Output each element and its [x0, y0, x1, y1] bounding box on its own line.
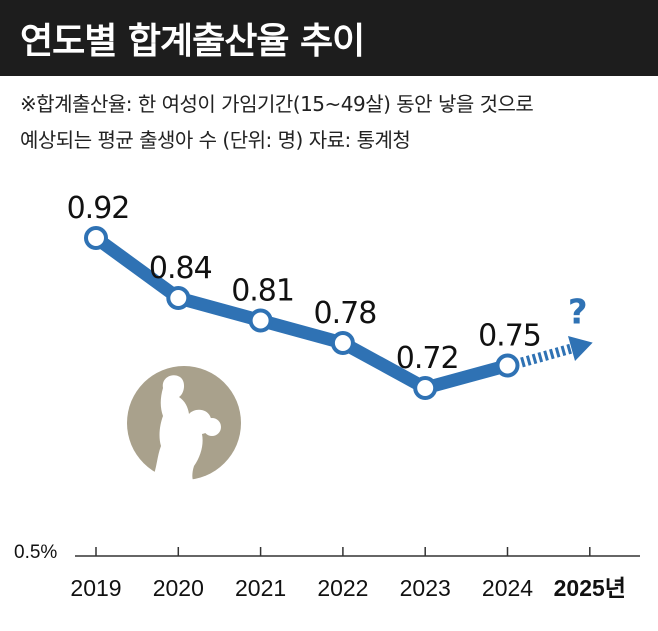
forecast-arrow-shaft	[520, 343, 573, 368]
data-point	[248, 308, 273, 333]
forecast-arrow-head	[567, 335, 593, 362]
chart-title: 연도별 합계출산율 추이	[20, 21, 365, 62]
x-tick-label: 2025년	[554, 575, 626, 601]
data-point	[84, 226, 108, 250]
x-tick-label: 2024	[482, 575, 533, 601]
data-markers	[84, 226, 520, 400]
data-point	[413, 376, 438, 400]
data-label: 0.84	[149, 251, 212, 286]
forecast-question-mark: ?	[568, 293, 588, 333]
data-label: 0.78	[314, 296, 377, 331]
series-line: ?	[92, 232, 593, 395]
value-labels: 0.92 0.84 0.81 0.78 0.72 0.75	[67, 191, 542, 376]
x-axis: 0.5% 2019 2020 2021 2022 2023 2024 2025년	[14, 542, 640, 601]
mother-baby-silhouette	[152, 375, 212, 480]
definition-note: ※합계출산율: 한 여성이 가임기간(15~49살) 동안 낳을 것으로	[20, 92, 534, 116]
x-tick-label: 2022	[317, 575, 368, 601]
x-tick-label: 2023	[400, 575, 451, 601]
data-label: 0.75	[478, 319, 541, 354]
data-label: 0.72	[396, 341, 459, 376]
data-point	[330, 331, 355, 355]
x-tick-label: 2019	[70, 575, 121, 601]
data-label: 0.92	[67, 191, 130, 226]
data-point	[166, 286, 191, 310]
x-tick-label: 2020	[153, 575, 204, 601]
x-tick-label: 2021	[235, 575, 286, 601]
chart-title-bar: 연도별 합계출산율 추이	[0, 0, 658, 76]
mother-baby-illustration	[127, 366, 241, 480]
baby-head	[203, 418, 221, 436]
data-label: 0.81	[231, 274, 294, 309]
series-line-path	[92, 232, 510, 395]
y-tick-label: 0.5%	[14, 542, 57, 563]
data-point	[495, 353, 520, 378]
unit-source-note: 예상되는 평균 출생아 수 (단위: 명) 자료: 통계청	[20, 128, 411, 152]
